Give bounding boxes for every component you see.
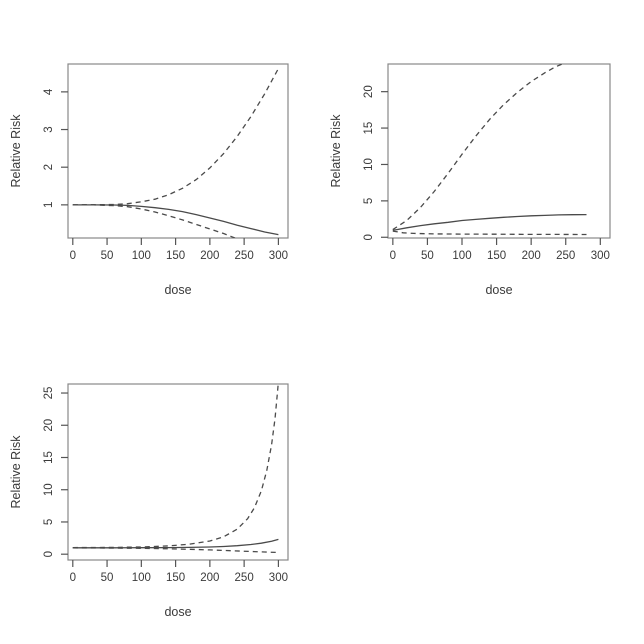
x-tick-label: 200	[200, 572, 219, 584]
x-tick-label: 200	[200, 250, 219, 262]
x-tick-label: 300	[591, 250, 610, 262]
y-tick-label: 15	[363, 122, 375, 135]
x-axis-label: dose	[164, 283, 191, 297]
panel-top-left: 0 50 100 150 200 250 300 1 2 3 4 dose Relative Risk	[0, 0, 322, 322]
y-tick-label: 0	[43, 551, 55, 557]
x-tick-label: 250	[235, 250, 254, 262]
x-tick-label: 100	[452, 250, 471, 262]
y-tick-label: 3	[43, 126, 55, 132]
chart-relative-risk-2: 0 50 100 150 200 250 300 0 5 10 15 20 dose Relative R…	[329, 63, 611, 297]
x-tick-label: 0	[390, 250, 396, 262]
x-tick-label: 0	[70, 250, 76, 262]
series-upper-ci-line	[392, 64, 564, 231]
x-tick-label: 200	[522, 250, 541, 262]
panel-bottom-left: 0 50 100 150 200 250 300 0 5 10 15 20 25 dose Relative…	[0, 322, 322, 644]
series-fit-line	[72, 538, 279, 549]
x-tick-label: 300	[269, 250, 288, 262]
y-tick-label: 5	[363, 198, 375, 204]
plot-box	[67, 63, 289, 239]
y-tick-label: 20	[43, 419, 55, 432]
y-axis-label: Relative Risk	[329, 114, 343, 188]
y-tick-label: 20	[363, 85, 375, 98]
x-tick-label: 150	[487, 250, 506, 262]
series-upper-ci-line	[72, 384, 279, 549]
x-axis-label: dose	[485, 283, 512, 297]
y-axis-label: Relative Risk	[9, 114, 23, 188]
y-axis-label: Relative Risk	[9, 435, 23, 509]
plot-box	[67, 383, 289, 561]
series-fit-line	[392, 213, 587, 232]
panel-bottom-right-empty	[322, 322, 644, 644]
x-tick-label: 50	[101, 250, 114, 262]
x-tick-label: 250	[556, 250, 575, 262]
y-tick-label: 0	[363, 234, 375, 240]
series-lower-ci-line	[392, 230, 587, 236]
y-tick-label: 10	[43, 483, 55, 496]
panel-top-right: 0 50 100 150 200 250 300 0 5 10 15 20 dose Relative R…	[322, 0, 644, 322]
y-tick-label: 2	[43, 164, 55, 170]
y-tick-label: 10	[363, 158, 375, 171]
x-axis-label: dose	[164, 605, 191, 619]
series-fit-line	[72, 204, 279, 236]
x-tick-label: 100	[132, 250, 151, 262]
x-tick-label: 50	[421, 250, 434, 262]
y-tick-label: 4	[43, 88, 55, 95]
y-tick-label: 15	[43, 451, 55, 464]
series-lower-ci-line	[72, 547, 279, 554]
y-tick-label: 1	[43, 202, 55, 208]
x-tick-label: 150	[166, 572, 185, 584]
series-upper-ci-line	[72, 68, 279, 206]
y-tick-label: 25	[43, 387, 55, 400]
plot-box	[387, 63, 611, 239]
x-tick-label: 300	[269, 572, 288, 584]
y-tick-label: 5	[43, 519, 55, 525]
series-lower-ci-line	[72, 204, 237, 238]
x-tick-label: 100	[132, 572, 151, 584]
chart-relative-risk-3: 0 50 100 150 200 250 300 0 5 10 15 20 25 dose Relative…	[9, 383, 289, 619]
x-tick-label: 0	[70, 572, 76, 584]
x-tick-label: 150	[166, 250, 185, 262]
chart-relative-risk-1: 0 50 100 150 200 250 300 1 2 3 4 dose Relative Risk	[9, 63, 289, 297]
x-tick-label: 50	[101, 572, 114, 584]
x-tick-label: 250	[235, 572, 254, 584]
